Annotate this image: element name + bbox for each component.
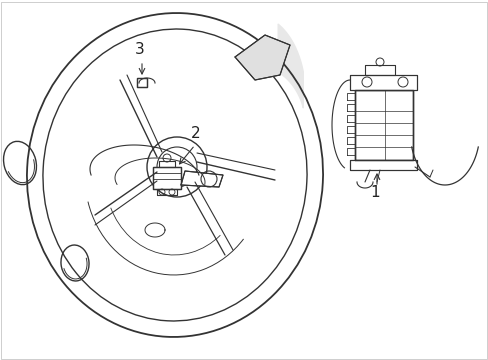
Polygon shape [137, 78, 147, 87]
Polygon shape [153, 167, 181, 189]
Polygon shape [349, 75, 416, 90]
Text: 2: 2 [191, 126, 200, 141]
Polygon shape [181, 171, 223, 187]
Polygon shape [235, 35, 289, 80]
Polygon shape [354, 90, 412, 160]
Polygon shape [349, 160, 416, 170]
Text: 3: 3 [135, 42, 144, 57]
Text: 1: 1 [369, 185, 379, 200]
